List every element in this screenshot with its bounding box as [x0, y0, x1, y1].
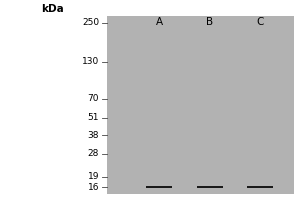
Text: 38: 38 [88, 131, 99, 140]
Text: 51: 51 [88, 113, 99, 122]
Text: 16: 16 [88, 183, 99, 192]
Text: 70: 70 [88, 94, 99, 103]
Bar [196, 186, 223, 188]
Text: 19: 19 [88, 172, 99, 181]
Text: A: A [155, 17, 163, 27]
Bar [247, 186, 273, 188]
Text: C: C [256, 17, 264, 27]
Text: kDa: kDa [41, 4, 64, 14]
Text: 28: 28 [88, 149, 99, 158]
Text: B: B [206, 17, 213, 27]
Bar [146, 186, 172, 188]
Text: 250: 250 [82, 18, 99, 27]
Text: 130: 130 [82, 57, 99, 66]
